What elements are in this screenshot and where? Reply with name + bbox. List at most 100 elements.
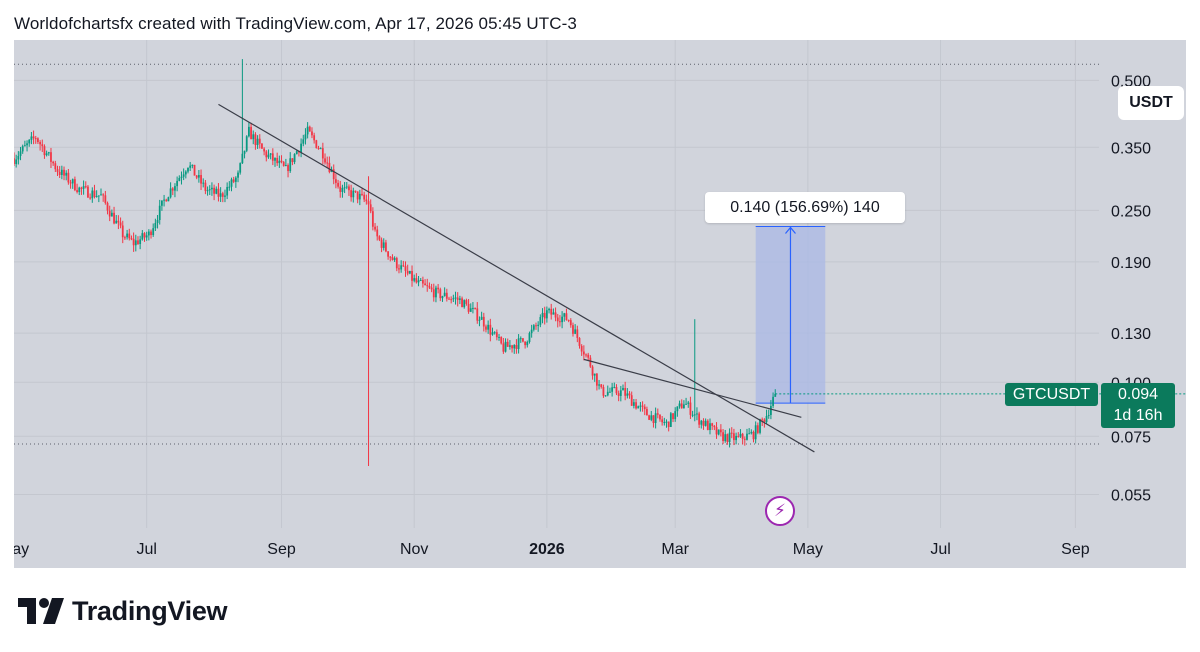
candle-body xyxy=(200,175,202,184)
candle-body xyxy=(545,310,548,319)
candle-body xyxy=(239,163,242,173)
candle-body xyxy=(34,138,37,140)
tradingview-logo[interactable]: TradingView xyxy=(18,594,228,628)
candle-body xyxy=(137,240,139,245)
candle-body xyxy=(648,415,650,420)
candle-body xyxy=(550,308,553,315)
candle-body xyxy=(211,187,213,190)
candle-body xyxy=(587,354,590,358)
candle-body xyxy=(563,313,566,317)
candle-body xyxy=(741,433,744,439)
candle-body xyxy=(646,409,648,416)
candle-body xyxy=(467,303,470,312)
candle-body xyxy=(343,187,346,189)
candle-body xyxy=(69,182,72,184)
candle-body xyxy=(435,287,437,298)
candle-body xyxy=(561,316,563,323)
candle-body xyxy=(537,324,540,326)
candle-body xyxy=(485,326,487,330)
candle-body xyxy=(556,317,559,322)
candle-body xyxy=(345,186,348,188)
candle-body xyxy=(630,395,633,406)
candle-body xyxy=(624,388,627,396)
candle-body xyxy=(91,190,94,199)
candle-body xyxy=(415,278,418,283)
candle-body xyxy=(63,169,65,176)
candle-body xyxy=(43,146,46,156)
candle-body xyxy=(626,393,629,396)
bar-countdown: 1d 16h xyxy=(1113,407,1163,424)
last-price-value: 0.094 xyxy=(1117,386,1159,403)
candle-body xyxy=(126,233,128,238)
candle-body xyxy=(195,175,198,178)
candle-body xyxy=(493,332,496,334)
candle-body xyxy=(156,220,159,223)
candle-body xyxy=(765,416,768,423)
candle-body xyxy=(335,179,337,183)
candle-body xyxy=(30,136,33,140)
candle-body xyxy=(604,395,607,397)
candle-body xyxy=(363,194,366,200)
candle-body xyxy=(176,180,179,187)
candle-body xyxy=(448,298,450,300)
candle-body xyxy=(469,308,472,312)
candle-body xyxy=(774,393,777,397)
candle-body xyxy=(221,193,224,197)
candle-body xyxy=(713,425,716,428)
candle-body xyxy=(117,220,120,223)
candle-body xyxy=(743,438,746,440)
candle-body xyxy=(472,307,474,309)
candle-body xyxy=(639,405,642,407)
candle-body xyxy=(256,138,259,146)
candle-body xyxy=(287,165,289,172)
candle-body xyxy=(702,420,705,426)
price-chart[interactable]: 0.5000.3500.2500.1900.1300.1000.0750.055… xyxy=(14,40,1186,568)
candle-body xyxy=(719,429,722,433)
candle-body xyxy=(124,237,126,239)
candle-body xyxy=(735,435,737,441)
candle-body xyxy=(58,171,61,175)
candle-body xyxy=(217,188,220,197)
candle-body xyxy=(115,220,118,224)
x-tick-label-1: Jul xyxy=(136,541,156,558)
candle-body xyxy=(554,312,557,318)
candle-body xyxy=(687,402,690,404)
candle-body xyxy=(395,258,398,269)
candle-body xyxy=(391,257,394,260)
candle-body xyxy=(458,298,461,300)
candle-body xyxy=(482,316,485,327)
candle-body xyxy=(683,404,685,409)
candle-body xyxy=(706,420,709,430)
candle-body xyxy=(461,298,463,308)
candle-body xyxy=(271,153,274,161)
candle-body xyxy=(417,280,420,283)
candle-body xyxy=(772,396,774,406)
chart-area[interactable]: 0.5000.3500.2500.1900.1300.1000.0750.055… xyxy=(14,40,1186,568)
lightning-icon[interactable]: ⚡ xyxy=(765,496,795,526)
candle-body xyxy=(535,325,537,327)
candle-body xyxy=(619,390,622,396)
candle-body xyxy=(730,432,733,434)
candle-body xyxy=(517,338,520,349)
candle-body xyxy=(128,233,131,239)
candle-body xyxy=(504,341,507,352)
candle-body xyxy=(408,271,411,274)
candle-body xyxy=(37,138,39,143)
candle-body xyxy=(197,175,200,178)
candle-body xyxy=(204,182,207,191)
candle-body xyxy=(371,211,374,227)
candle-body xyxy=(487,324,490,330)
candle-body xyxy=(676,406,679,412)
candle-body xyxy=(752,431,755,440)
candle-body xyxy=(715,427,718,435)
candle-body xyxy=(509,345,511,347)
candle-body xyxy=(130,238,133,240)
currency-unit-button[interactable]: USDT xyxy=(1118,86,1184,120)
candle-body xyxy=(110,212,113,217)
candle-body xyxy=(400,265,403,270)
candle-body xyxy=(300,143,302,153)
candle-body xyxy=(215,188,218,194)
candle-body xyxy=(184,171,187,175)
candle-body xyxy=(60,169,63,175)
candle-body xyxy=(78,187,81,193)
